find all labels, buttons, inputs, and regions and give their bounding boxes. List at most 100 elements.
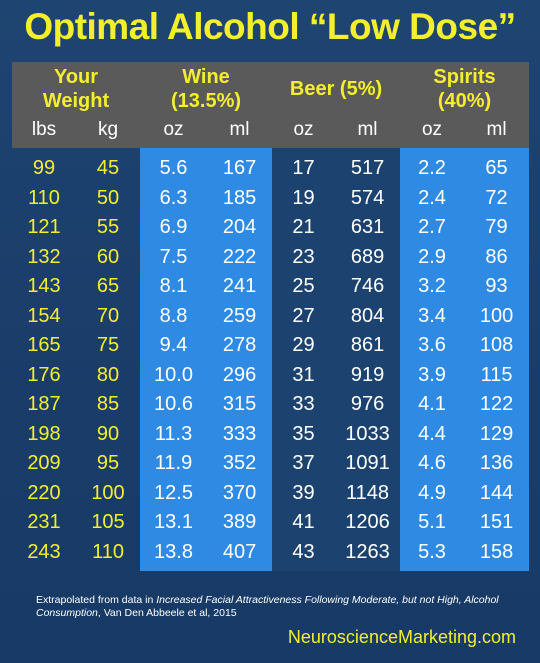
spirits-oz-cell: 3.2 <box>400 272 465 302</box>
weight-kg-cell: 110 <box>92 540 124 563</box>
beer-oz-cell: 43 <box>272 537 336 571</box>
beer-oz-cell: 37 <box>272 449 336 479</box>
beer-oz-cell: 19 <box>272 183 336 213</box>
wine-ml-cell: 407 <box>207 537 273 571</box>
beer-ml-cell: 919 <box>335 360 401 390</box>
spirits-ml-cell: 158 <box>464 537 530 571</box>
wine-oz-cell: 6.9 <box>140 213 208 243</box>
weight-kg-cell: 65 <box>96 275 120 298</box>
header-spirits-line1: Spirits <box>433 66 496 88</box>
header-beer-label: Beer (5%) <box>289 78 383 100</box>
wine-ml-cell: 370 <box>207 478 273 508</box>
table-row: 220 100 12.5 370 39 1148 4.9 144 <box>12 478 530 508</box>
header-wine-line2: (13.5%) <box>171 90 242 112</box>
spirits-oz-cell: 5.3 <box>400 537 465 571</box>
table-row: 176 80 10.0 296 31 919 3.9 115 <box>12 360 530 390</box>
spirits-ml-cell: 93 <box>464 272 530 302</box>
weight-lbs-cell: 231 <box>27 511 61 534</box>
table-row: 143 65 8.1 241 25 746 3.2 93 <box>12 272 530 302</box>
alcohol-dose-table: Your Weight Wine (13.5%) Beer (5%) Spiri… <box>12 62 530 571</box>
weight-lbs-cell: 187 <box>27 393 61 416</box>
spirits-ml-cell: 100 <box>464 301 530 331</box>
weight-lbs-cell: 243 <box>27 540 61 563</box>
weight-kg-cell: 100 <box>91 481 125 504</box>
beer-ml-cell: 1263 <box>335 537 401 571</box>
weight-kg-cell: 75 <box>96 334 120 357</box>
wine-oz-cell: 13.8 <box>140 537 208 571</box>
beer-ml-cell: 976 <box>335 390 401 420</box>
beer-ml-cell: 1148 <box>335 478 401 508</box>
spirits-ml-cell: 115 <box>464 360 530 390</box>
wine-oz-cell: 10.0 <box>140 360 208 390</box>
table-row: 132 60 7.5 222 23 689 2.9 86 <box>12 242 530 272</box>
table-row: 231 105 13.1 389 41 1206 5.1 151 <box>12 508 530 538</box>
table-row: 110 50 6.3 185 19 574 2.4 72 <box>12 183 530 213</box>
table-row: 209 95 11.9 352 37 1091 4.6 136 <box>12 449 530 479</box>
weight-lbs-cell: 165 <box>27 334 61 357</box>
wine-oz-cell: 13.1 <box>140 508 208 538</box>
unit-header: oz <box>400 116 465 148</box>
page-title: Optimal Alcohol “Low Dose” <box>24 6 516 47</box>
spirits-oz-cell: 5.1 <box>400 508 465 538</box>
wine-oz-cell: 5.6 <box>140 148 208 184</box>
spirits-ml-cell: 86 <box>464 242 530 272</box>
beer-oz-cell: 29 <box>272 331 336 361</box>
site-credit: NeuroscienceMarketing.com <box>287 627 516 647</box>
unit-header: oz <box>272 116 336 148</box>
beer-oz-cell: 21 <box>272 213 336 243</box>
source-note: Extrapolated from data in Increased Faci… <box>36 594 506 620</box>
spirits-oz-cell: 2.4 <box>400 183 465 213</box>
spirits-ml-cell: 122 <box>464 390 530 420</box>
wine-ml-cell: 222 <box>207 242 273 272</box>
weight-kg-cell: 95 <box>96 452 120 475</box>
beer-oz-cell: 23 <box>272 242 336 272</box>
spirits-oz-cell: 3.9 <box>400 360 465 390</box>
header-weight-line1: Your <box>53 66 99 88</box>
header-beer: Beer (5%) <box>272 62 401 116</box>
beer-ml-cell: 1033 <box>335 419 401 449</box>
beer-oz-cell: 31 <box>272 360 336 390</box>
unit-header: kg <box>76 116 141 148</box>
spirits-oz-cell: 3.6 <box>400 331 465 361</box>
beer-oz-cell: 27 <box>272 301 336 331</box>
spirits-oz-cell: 4.6 <box>400 449 465 479</box>
unit-header: lbs <box>12 116 76 148</box>
wine-ml-cell: 333 <box>207 419 273 449</box>
beer-ml-cell: 689 <box>335 242 401 272</box>
wine-oz-cell: 12.5 <box>140 478 208 508</box>
wine-oz-cell: 9.4 <box>140 331 208 361</box>
weight-kg-cell: 90 <box>96 422 120 445</box>
weight-kg-cell: 85 <box>96 393 120 416</box>
wine-ml-cell: 167 <box>207 148 273 184</box>
spirits-ml-cell: 108 <box>464 331 530 361</box>
weight-lbs-cell: 176 <box>27 363 61 386</box>
unit-header: oz <box>140 116 208 148</box>
weight-lbs-cell: 110 <box>28 186 60 209</box>
weight-lbs-cell: 99 <box>32 157 56 180</box>
weight-kg-cell: 55 <box>96 216 120 239</box>
wine-ml-cell: 296 <box>207 360 273 390</box>
wine-ml-cell: 185 <box>207 183 273 213</box>
table-row: 121 55 6.9 204 21 631 2.7 79 <box>12 213 530 243</box>
wine-oz-cell: 8.1 <box>140 272 208 302</box>
beer-ml-cell: 1091 <box>335 449 401 479</box>
beer-ml-cell: 1206 <box>335 508 401 538</box>
spirits-ml-cell: 65 <box>464 148 530 184</box>
beer-oz-cell: 33 <box>272 390 336 420</box>
header-weight-line2: Weight <box>42 90 110 112</box>
spirits-oz-cell: 4.9 <box>400 478 465 508</box>
spirits-ml-cell: 72 <box>464 183 530 213</box>
wine-oz-cell: 11.3 <box>140 419 208 449</box>
spirits-oz-cell: 2.7 <box>400 213 465 243</box>
spirits-oz-cell: 2.2 <box>400 148 465 184</box>
weight-lbs-cell: 121 <box>27 216 61 239</box>
beer-oz-cell: 17 <box>272 148 336 184</box>
spirits-ml-cell: 136 <box>464 449 530 479</box>
spirits-oz-cell: 4.1 <box>400 390 465 420</box>
beer-ml-cell: 631 <box>335 213 401 243</box>
weight-kg-cell: 60 <box>96 245 120 268</box>
weight-kg-cell: 80 <box>96 363 120 386</box>
spirits-oz-cell: 3.4 <box>400 301 465 331</box>
weight-lbs-cell: 198 <box>27 422 61 445</box>
unit-header: ml <box>464 116 530 148</box>
